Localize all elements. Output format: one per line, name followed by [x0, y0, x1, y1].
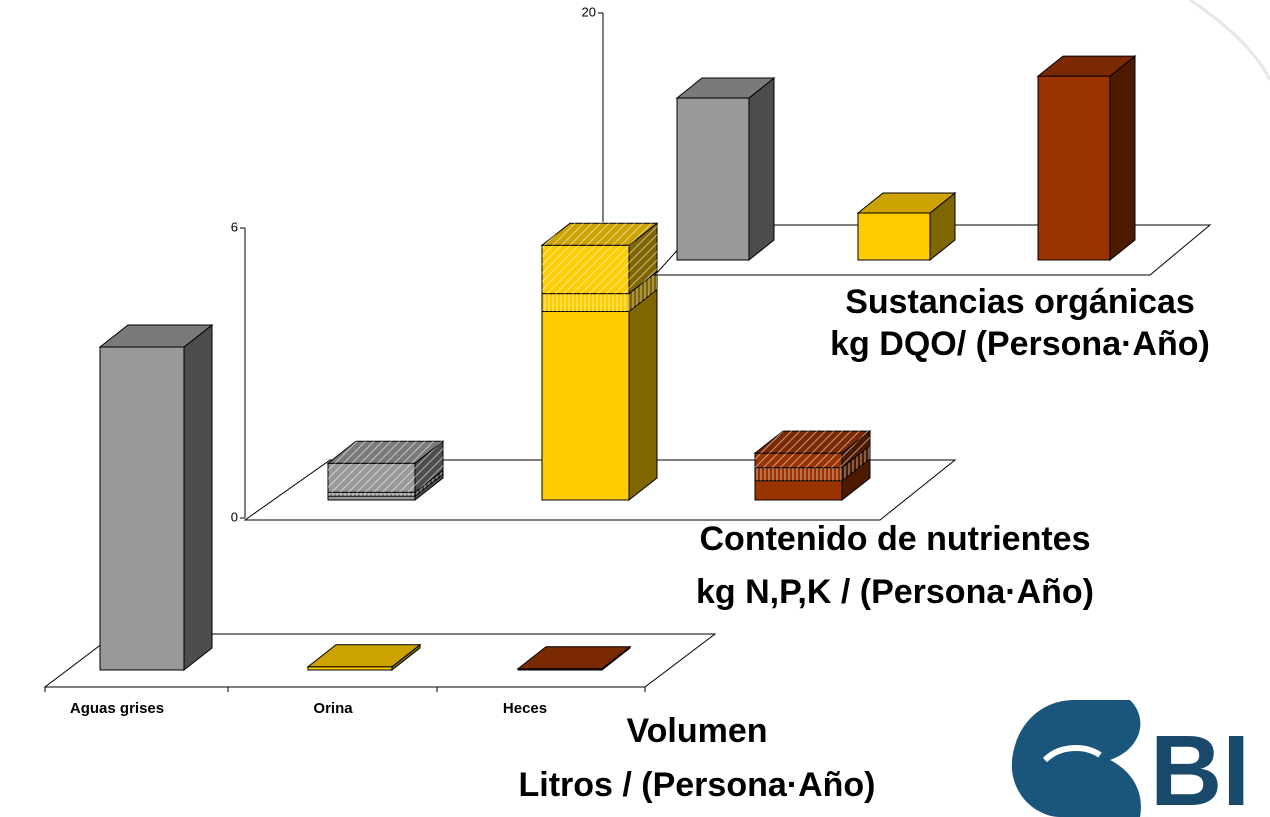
chart-title: Contenido de nutrientes [700, 520, 1091, 558]
bar-side-pattern [629, 271, 657, 312]
decor-arc [1189, 0, 1270, 81]
bar [857, 212, 931, 261]
bar-top [98, 324, 214, 348]
bar-top-pattern [755, 431, 870, 454]
bar-pattern [755, 453, 842, 468]
chart-subtitle: kg DQO/ (Persona·Año) [830, 325, 1210, 363]
bar-side-pattern [842, 445, 870, 481]
logo: BI [1011, 700, 1250, 817]
bar-pattern [542, 293, 629, 312]
y-tick-label: 20 [582, 4, 596, 19]
bar-top [516, 646, 632, 670]
bar-side-pattern [842, 431, 870, 468]
bar-side [1109, 55, 1136, 262]
x-tick-label: Heces [503, 700, 547, 717]
bar-top-pattern [328, 441, 443, 464]
chart-title: Volumen [626, 712, 767, 750]
bar [541, 311, 630, 501]
bar-side [183, 323, 213, 672]
bar [676, 97, 750, 261]
bar-top [675, 77, 776, 99]
bar-pattern [328, 463, 415, 493]
bar-pattern [542, 245, 629, 294]
bar [99, 346, 185, 671]
chart-subtitle: kg N,P,K / (Persona·Año) [696, 573, 1094, 611]
bar [327, 495, 416, 501]
y-tick-label: 6 [231, 219, 238, 234]
bar-top [1036, 55, 1137, 77]
bar-side-pattern [629, 223, 657, 294]
bar-pattern [328, 492, 415, 497]
bar-side [628, 288, 658, 502]
y-tick-label: 0 [231, 509, 238, 524]
chart-title: Sustancias orgánicas [845, 283, 1195, 321]
x-tick-label: Aguas grises [70, 700, 164, 717]
bar-pattern [755, 467, 842, 481]
bar-top [306, 644, 422, 668]
logo-shape [1011, 700, 1141, 817]
bar-top [856, 192, 957, 214]
chart-subtitle: Litros / (Persona·Año) [518, 766, 875, 804]
bar-top-pattern [542, 223, 657, 246]
bar [754, 480, 843, 501]
bar-side-pattern [415, 441, 443, 493]
bar-side [748, 76, 775, 262]
bar-side-pattern [415, 470, 443, 497]
logo-wave [1042, 745, 1102, 763]
logo-text: BI [1150, 715, 1250, 817]
bar [1037, 75, 1111, 261]
x-tick-label: Orina [313, 700, 353, 717]
